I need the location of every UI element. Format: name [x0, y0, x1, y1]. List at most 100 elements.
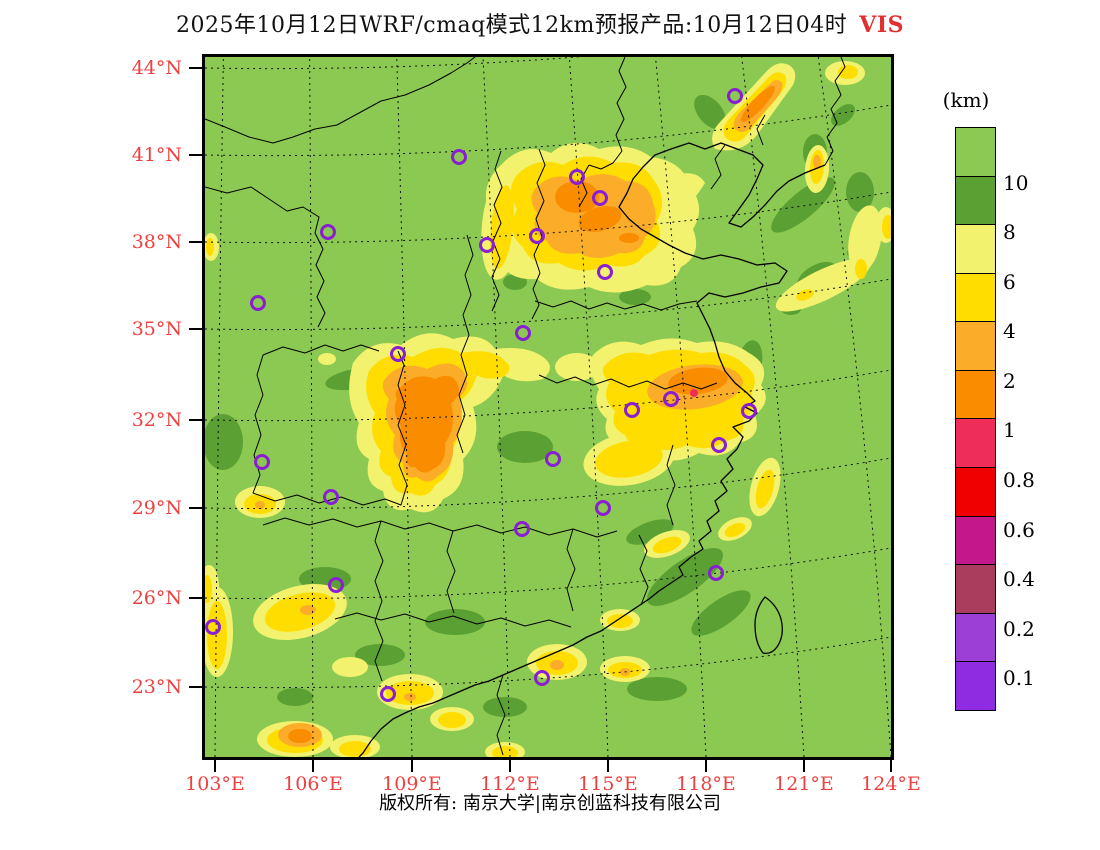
colorbar-boundary-label: 10 [1003, 170, 1029, 195]
colorbar-segment [955, 272, 996, 323]
colorbar-segment [955, 564, 996, 614]
gridline [568, 57, 609, 757]
city-marker [254, 454, 270, 470]
lat-tick [189, 67, 202, 69]
city-marker [624, 402, 640, 418]
colorbar-segment [955, 369, 996, 420]
city-marker [597, 264, 613, 280]
city-marker [328, 577, 344, 593]
lat-tick [189, 241, 202, 243]
lon-tick [509, 760, 511, 772]
title-text: 2025年10月12日WRF/cmaq模式12km预报产品:10月12日04时 [175, 13, 848, 38]
orange-patches [288, 85, 775, 743]
city-marker [708, 565, 724, 581]
lat-tick [189, 507, 202, 509]
colorbar-segment [955, 321, 996, 371]
colorbar-boundary-label: 0.6 [1003, 517, 1035, 542]
graticule-gridlines [205, 57, 891, 757]
colorbar-boundary-label: 6 [1003, 269, 1016, 294]
city-marker [380, 686, 396, 702]
city-marker [545, 451, 561, 467]
gridline [205, 457, 891, 510]
colorbar-segment [955, 612, 996, 663]
city-marker [323, 489, 339, 505]
lon-label: 109°E [382, 773, 442, 795]
colorbar-segment [955, 515, 996, 566]
city-marker [514, 521, 530, 537]
lat-label: 41°N [131, 144, 182, 166]
city-marker [451, 149, 467, 165]
colorbar-segment [955, 224, 996, 274]
colorbar-boundary-label: 0.1 [1003, 666, 1035, 691]
city-marker [711, 437, 727, 453]
lon-label: 118°E [676, 773, 736, 795]
city-marker [592, 190, 608, 206]
lat-label: 26°N [131, 587, 182, 609]
lon-tick [705, 760, 707, 772]
gridline [309, 57, 314, 757]
lon-label: 115°E [578, 773, 638, 795]
province-borders [205, 57, 846, 756]
lon-label: 103°E [185, 773, 245, 795]
taiwan-island-outline [754, 596, 783, 655]
lat-tick [189, 154, 202, 156]
lat-tick [189, 419, 202, 421]
colorbar-boundary-label: 8 [1003, 220, 1016, 245]
lat-label: 29°N [131, 497, 182, 519]
lon-label: 124°E [861, 773, 921, 795]
gridline [205, 278, 891, 331]
map-frame [202, 54, 894, 760]
city-marker [741, 403, 757, 419]
city-marker [205, 619, 221, 635]
coastline [358, 142, 826, 757]
city-marker [569, 169, 585, 185]
lon-tick [803, 760, 805, 772]
lat-label: 23°N [131, 676, 182, 698]
gridline [205, 636, 891, 689]
gridline [654, 57, 707, 757]
city-marker [727, 88, 743, 104]
lon-label: 112°E [480, 773, 540, 795]
colorbar-segment [955, 175, 996, 226]
colorbar [955, 127, 996, 711]
lon-tick [607, 760, 609, 772]
lon-label: 121°E [774, 773, 834, 795]
gridline [214, 57, 224, 757]
lon-tick [890, 760, 892, 772]
city-marker [534, 670, 550, 686]
lon-tick [411, 760, 413, 772]
gridline [205, 104, 891, 157]
gridline [741, 57, 805, 757]
colorbar-boundary-label: 1 [1003, 418, 1016, 443]
lat-label: 32°N [131, 409, 182, 431]
city-marker [479, 237, 495, 253]
colorbar-boundary-label: 0.8 [1003, 468, 1035, 493]
city-marker [663, 391, 679, 407]
colorbar-boundary-label: 0.4 [1003, 567, 1035, 592]
legend-unit-label: (km) [942, 88, 990, 112]
copyright-footer: 版权所有: 南京大学|南京创蓝科技有限公司 [379, 793, 721, 814]
lat-tick [189, 328, 202, 330]
title-product-code: VIS [859, 12, 905, 38]
lon-label: 106°E [283, 773, 343, 795]
city-markers [205, 88, 757, 702]
colorbar-boundary-label: 2 [1003, 368, 1016, 393]
city-marker [595, 500, 611, 516]
city-marker [515, 325, 531, 341]
colorbar-segment [955, 418, 996, 469]
city-marker [529, 228, 545, 244]
colorbar-segment [955, 127, 996, 177]
colorbar-boundary-label: 4 [1003, 319, 1016, 344]
city-marker [250, 295, 266, 311]
gridline [205, 547, 891, 600]
lat-tick [189, 597, 202, 599]
lat-label: 35°N [131, 318, 182, 340]
colorbar-boundary-label: 0.2 [1003, 616, 1035, 641]
colorbar-segment [955, 467, 996, 517]
lat-label: 44°N [131, 57, 182, 79]
lon-tick [214, 760, 216, 772]
gridline [482, 57, 511, 757]
forecast-map [205, 57, 891, 757]
city-marker [390, 346, 406, 362]
